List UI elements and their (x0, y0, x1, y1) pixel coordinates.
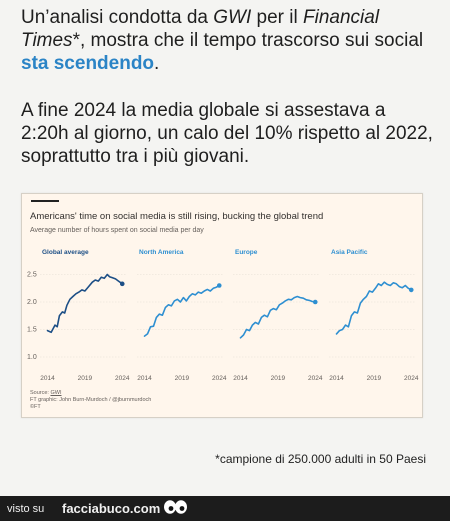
source-link[interactable]: GWI (50, 390, 62, 396)
ft-accent-bar (31, 200, 59, 202)
footer-site-link[interactable]: facciabuco.com (62, 501, 161, 516)
x-tick-label: 2014 (137, 375, 152, 382)
chart-svg: 2.5 2.0 1.5 1.0 Global average 2014 2019 2024 No… (27, 249, 419, 382)
panel-label: Global average (42, 249, 89, 256)
intro-paragraph-2: A fine 2024 la media globale si assestav… (21, 100, 433, 167)
panel-label: Europe (235, 249, 258, 256)
x-tick-label: 2019 (271, 375, 286, 382)
x-tick-label: 2024 (212, 375, 227, 382)
chart-card: Americans' time on social media is still… (21, 193, 423, 418)
x-tick-label: 2024 (115, 375, 130, 382)
x-tick-label: 2014 (329, 375, 344, 382)
series-line (335, 281, 413, 335)
x-tick-label: 2024 (404, 375, 419, 382)
series-end-point (119, 281, 125, 287)
intro-paragraph-1: Un’analisi condotta da GWI per il Financ… (21, 7, 424, 74)
footer-visto-label: visto su (7, 503, 45, 515)
highlight-text: sta scendendo (21, 53, 155, 74)
panel-label: Asia Pacific (331, 249, 368, 256)
y-tick-label: 1.0 (27, 354, 37, 361)
series-end-point (312, 299, 318, 305)
series-end-point (408, 287, 414, 293)
chart-subtitle: Average number of hours spent on social … (30, 227, 204, 234)
x-tick-label: 2019 (78, 375, 93, 382)
x-tick-label: 2019 (175, 375, 190, 382)
footnote: *campione di 250.000 adulti in 50 Paesi (215, 452, 426, 466)
chart-source: Source: GWI FT graphic: John Burn-Murdoc… (30, 390, 152, 410)
x-tick-label: 2019 (367, 375, 382, 382)
series-line (46, 273, 124, 334)
series-line (239, 295, 317, 339)
x-tick-label: 2024 (308, 375, 323, 382)
chart-credit: FT graphic: John Burn-Murdoch / @jburnmu… (30, 397, 152, 403)
series-line (143, 284, 221, 337)
footer-bar: visto su facciabuco.com (0, 496, 450, 521)
series-end-point (216, 283, 222, 288)
panel-label: North America (139, 249, 184, 256)
chart-title: Americans' time on social media is still… (30, 211, 324, 222)
eyes-logo-icon (164, 500, 187, 514)
y-tick-label: 2.5 (27, 272, 37, 279)
x-tick-label: 2014 (40, 375, 55, 382)
y-tick-label: 2.0 (27, 299, 37, 306)
chart-copyright: ©FT (30, 404, 41, 410)
x-tick-label: 2014 (233, 375, 248, 382)
y-tick-label: 1.5 (27, 327, 37, 334)
intro-text: Un’analisi condotta da GWI per il Financ… (21, 6, 436, 168)
